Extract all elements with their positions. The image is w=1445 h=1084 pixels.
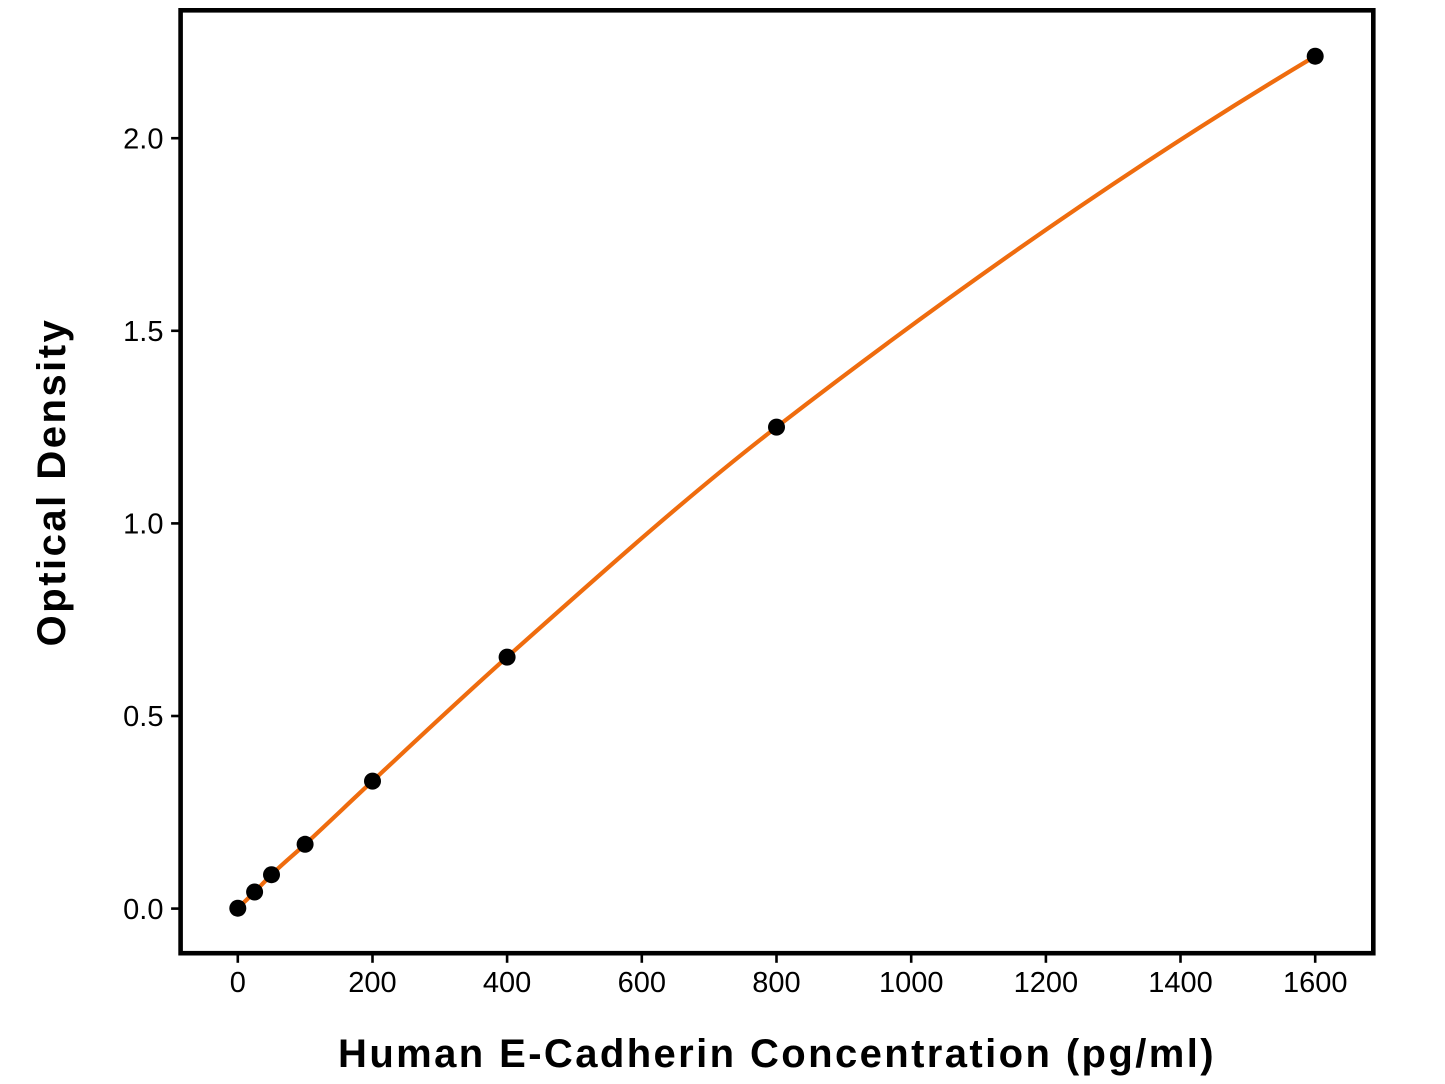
svg-text:1200: 1200 bbox=[1014, 967, 1079, 999]
svg-text:400: 400 bbox=[483, 967, 531, 999]
svg-text:600: 600 bbox=[618, 967, 666, 999]
svg-text:1000: 1000 bbox=[879, 967, 944, 999]
svg-text:2.0: 2.0 bbox=[123, 123, 163, 155]
svg-text:1.0: 1.0 bbox=[123, 509, 163, 541]
svg-text:Optical Density: Optical Density bbox=[30, 318, 74, 647]
svg-text:0.5: 0.5 bbox=[123, 701, 163, 733]
svg-text:200: 200 bbox=[348, 967, 396, 999]
svg-text:0.0: 0.0 bbox=[123, 894, 163, 926]
svg-text:Human E-Cadherin Concentration: Human E-Cadherin Concentration (pg/ml) bbox=[338, 1032, 1216, 1076]
svg-text:1600: 1600 bbox=[1283, 967, 1348, 999]
svg-text:1.5: 1.5 bbox=[123, 316, 163, 348]
svg-text:800: 800 bbox=[752, 967, 800, 999]
svg-text:0: 0 bbox=[230, 967, 246, 999]
svg-text:1400: 1400 bbox=[1148, 967, 1213, 999]
